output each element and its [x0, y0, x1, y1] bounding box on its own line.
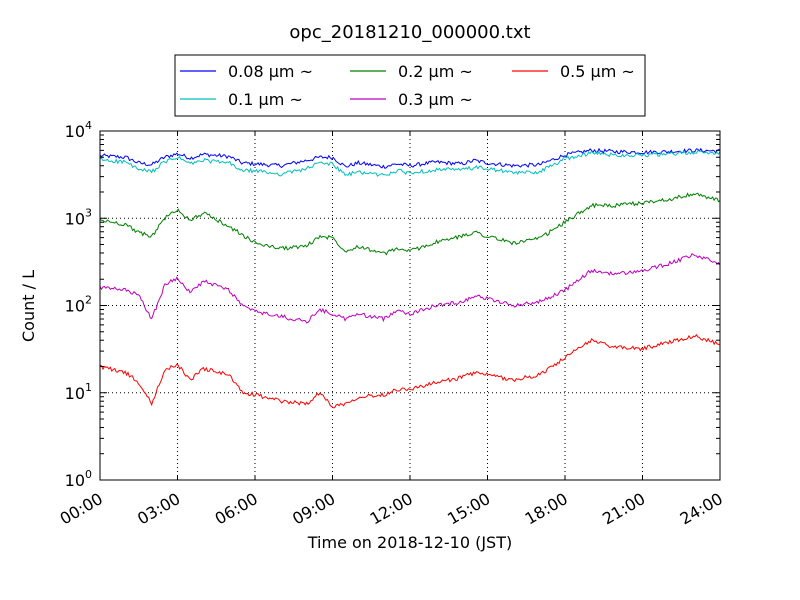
- chart-title: opc_20181210_000000.txt: [289, 22, 530, 43]
- legend: 0.08 μm ~ 0.1 μm ~ 0.2 μm ~ 0.3 μm ~ 0.5 μm …: [174, 54, 646, 117]
- x-axis-label: Time on 2018-12-10 (JST): [307, 533, 512, 552]
- legend-label: 0.1 μm ~: [228, 90, 303, 109]
- series-line: [99, 147, 721, 170]
- series-line: [99, 333, 720, 409]
- y-tick-label: 103: [65, 206, 92, 228]
- legend-label: 0.3 μm ~: [398, 90, 473, 109]
- series-line: [99, 192, 721, 256]
- y-tick-label: 104: [65, 119, 92, 141]
- legend-label: 0.5 μm ~: [560, 62, 635, 81]
- legend-entries: 0.08 μm ~ 0.1 μm ~ 0.2 μm ~ 0.3 μm ~ 0.5 μm …: [180, 62, 635, 109]
- legend-frame: [174, 54, 646, 117]
- series-layer: [99, 147, 721, 409]
- series-line: [99, 252, 721, 324]
- legend-label: 0.2 μm ~: [398, 62, 473, 81]
- series-line: [99, 149, 721, 177]
- y-tick-label: 102: [65, 294, 92, 316]
- y-axis-label: Count / L: [19, 270, 38, 342]
- y-tick-label: 101: [65, 381, 92, 403]
- y-tick-label: 100: [65, 468, 92, 490]
- grid-layer: [100, 131, 720, 480]
- legend-label: 0.08 μm ~: [228, 62, 313, 81]
